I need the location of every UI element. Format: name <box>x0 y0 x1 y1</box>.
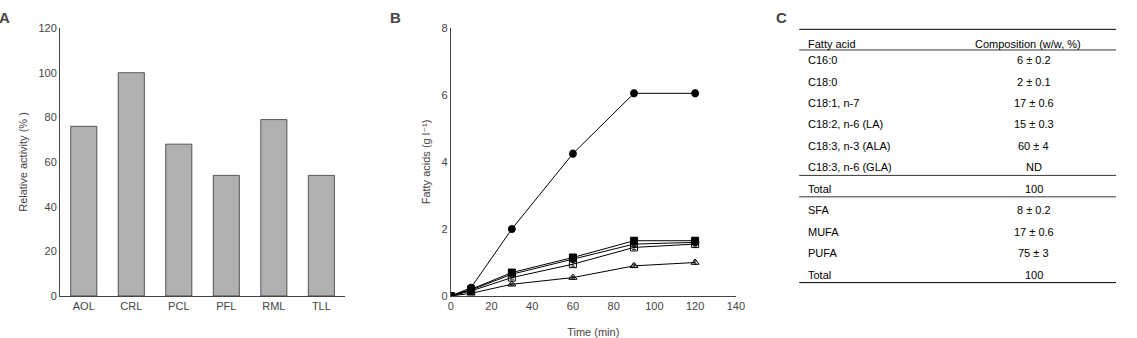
svg-text:100: 100 <box>645 300 663 312</box>
svg-text:MUFA: MUFA <box>808 226 839 238</box>
svg-text:80: 80 <box>608 300 620 312</box>
svg-text:15 ± 0.3: 15 ± 0.3 <box>1014 118 1054 130</box>
svg-text:80: 80 <box>45 111 57 123</box>
svg-text:C18:1, n-7: C18:1, n-7 <box>808 97 859 109</box>
svg-text:PFL: PFL <box>216 300 236 312</box>
svg-text:8: 8 <box>441 22 447 34</box>
svg-text:ND: ND <box>1026 161 1042 173</box>
svg-text:20: 20 <box>485 300 497 312</box>
svg-text:4: 4 <box>441 156 447 168</box>
svg-text:100: 100 <box>1025 183 1043 195</box>
svg-text:C: C <box>776 9 787 26</box>
svg-text:Time (min): Time (min) <box>567 326 619 338</box>
svg-text:60 ± 4: 60 ± 4 <box>1018 140 1049 152</box>
svg-text:TLL: TLL <box>312 300 331 312</box>
svg-text:20: 20 <box>45 245 57 257</box>
svg-text:40: 40 <box>526 300 538 312</box>
svg-text:PUFA: PUFA <box>808 247 837 259</box>
svg-text:17 ± 0.6: 17 ± 0.6 <box>1014 226 1054 238</box>
svg-text:2: 2 <box>441 223 447 235</box>
svg-text:100: 100 <box>1025 269 1043 281</box>
svg-text:60: 60 <box>45 156 57 168</box>
svg-text:CRL: CRL <box>120 300 142 312</box>
svg-text:AOL: AOL <box>73 300 95 312</box>
svg-text:120: 120 <box>686 300 704 312</box>
svg-text:Fatty acid: Fatty acid <box>808 38 856 50</box>
svg-text:60: 60 <box>567 300 579 312</box>
svg-text:RML: RML <box>262 300 285 312</box>
svg-text:A: A <box>0 9 10 26</box>
svg-text:PCL: PCL <box>168 300 189 312</box>
svg-text:2 ± 0.1: 2 ± 0.1 <box>1017 76 1051 88</box>
svg-text:C18:0: C18:0 <box>808 76 837 88</box>
svg-text:C16:0: C16:0 <box>808 54 837 66</box>
svg-text:120: 120 <box>38 22 56 34</box>
svg-text:100: 100 <box>38 67 56 79</box>
svg-text:Total: Total <box>808 183 831 195</box>
svg-text:C18:3, n-6 (GLA): C18:3, n-6 (GLA) <box>808 161 892 173</box>
svg-text:17 ± 0.6: 17 ± 0.6 <box>1014 97 1054 109</box>
svg-text:SFA: SFA <box>808 204 829 216</box>
svg-text:C18:2, n-6 (LA): C18:2, n-6 (LA) <box>808 118 883 130</box>
svg-text:0: 0 <box>448 300 454 312</box>
svg-text:8 ± 0.2: 8 ± 0.2 <box>1017 204 1051 216</box>
svg-text:Fatty acids (g l⁻¹): Fatty acids (g l⁻¹) <box>420 120 432 205</box>
svg-text:Total: Total <box>808 269 831 281</box>
svg-text:B: B <box>390 9 401 26</box>
svg-text:140: 140 <box>727 300 745 312</box>
svg-text:75 ± 3: 75 ± 3 <box>1018 247 1049 259</box>
svg-text:6 ± 0.2: 6 ± 0.2 <box>1017 54 1051 66</box>
svg-text:0: 0 <box>51 290 57 302</box>
svg-text:0: 0 <box>441 290 447 302</box>
svg-text:C18:3, n-3 (ALA): C18:3, n-3 (ALA) <box>808 140 891 152</box>
svg-text:Composition (w/w, %): Composition (w/w, %) <box>975 38 1081 50</box>
svg-text:40: 40 <box>45 201 57 213</box>
svg-text:6: 6 <box>441 89 447 101</box>
svg-text:Relative activity (% ): Relative activity (% ) <box>17 112 29 212</box>
